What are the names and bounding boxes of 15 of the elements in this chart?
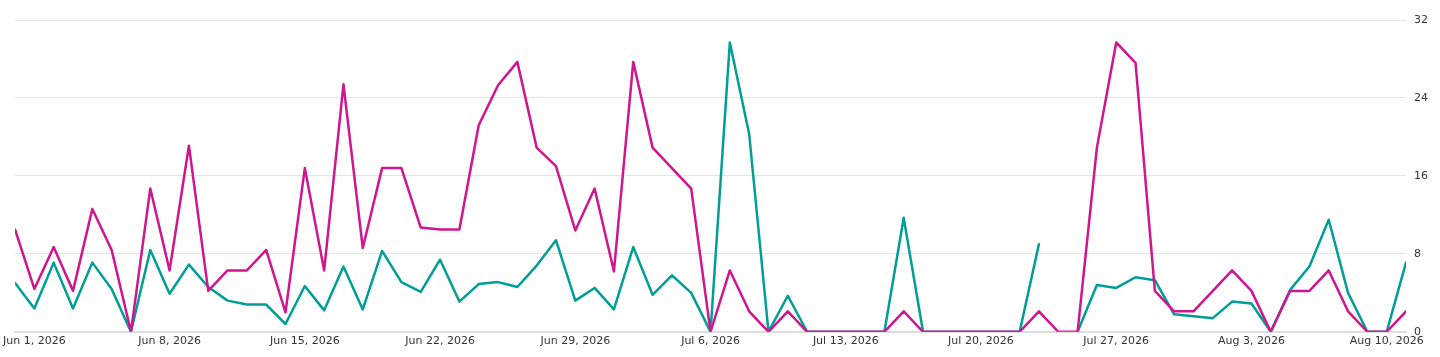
x-tick-label: Jun 8, 2026 (137, 334, 201, 348)
x-tick-label: Jul 13, 2026 (811, 334, 879, 348)
x-tick-label: Jun 1, 2026 (2, 334, 66, 348)
x-tick-label: Jun 15, 2026 (268, 334, 340, 348)
y-tick-label: 16 (1414, 168, 1428, 182)
x-tick-label: Aug 3, 2026 (1217, 334, 1285, 348)
x-tick-label: Jul 20, 2026 (947, 334, 1014, 348)
x-tick-label: Jul 27, 2026 (1082, 334, 1150, 348)
x-tick-label: Aug 10, 2026 (1349, 334, 1424, 348)
x-tick-label: Jun 29, 2026 (539, 334, 611, 348)
y-tick-label: 32 (1414, 12, 1428, 26)
x-tick-label: Jul 6, 2026 (680, 334, 740, 348)
y-tick-label: 8 (1414, 246, 1421, 260)
x-tick-label: Jun 22, 2026 (404, 334, 475, 348)
y-tick-label: 24 (1414, 90, 1428, 104)
